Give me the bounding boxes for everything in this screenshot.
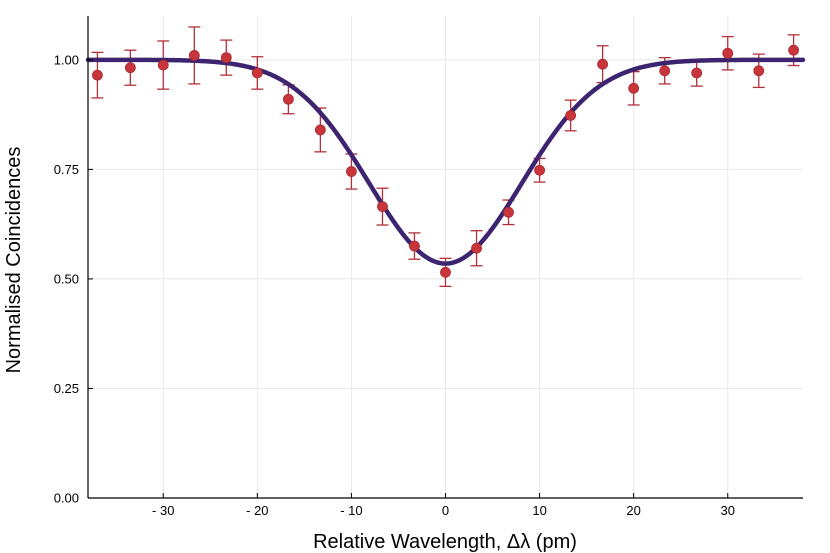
data-point [440, 266, 451, 278]
data-point [124, 62, 136, 74]
fit-curve-group [85, 57, 806, 266]
data-point [346, 166, 357, 177]
data-point [282, 93, 294, 105]
x-tick-label: 30 [721, 503, 735, 518]
y-tick-label: 1.00 [54, 52, 79, 67]
x-tick-label: 0 [442, 503, 449, 518]
data-point [628, 82, 640, 94]
x-tick-label: - 20 [246, 503, 268, 518]
data-point [597, 58, 609, 70]
data-point [659, 65, 671, 77]
data-point [188, 50, 200, 61]
data-points [92, 44, 799, 278]
data-point [314, 124, 326, 136]
fit-curve [85, 57, 806, 266]
x-tick-label: 20 [626, 503, 640, 518]
x-tick-label: - 30 [152, 503, 174, 518]
data-point [788, 44, 799, 56]
data-point [377, 201, 388, 213]
y-tick-label: 0.00 [54, 491, 79, 506]
x-axis-title: Relative Wavelength, Δλ (pm) [313, 531, 577, 553]
data-point [251, 67, 263, 79]
data-point [157, 59, 169, 71]
data-point [691, 67, 703, 79]
ticks: - 30 - 20 - 10 0 10 20 30 0.00 0.25 0.50 0.75 1.00 [54, 52, 735, 518]
y-tick-label: 0.50 [54, 271, 79, 286]
data-point [722, 47, 734, 59]
data-point [92, 69, 103, 81]
x-tick-label: 10 [532, 503, 546, 518]
y-axis-title: Normalised Coincidences [3, 147, 25, 374]
y-tick-label: 0.25 [54, 381, 79, 396]
data-point [471, 242, 482, 254]
data-point [753, 65, 765, 77]
data-point [565, 110, 577, 121]
data-point [503, 206, 514, 218]
data-point [534, 164, 545, 176]
y-tick-label: 0.75 [54, 162, 79, 177]
data-point [409, 240, 420, 252]
x-tick-label: - 10 [340, 503, 362, 518]
data-point [220, 52, 232, 64]
grid [88, 16, 803, 499]
